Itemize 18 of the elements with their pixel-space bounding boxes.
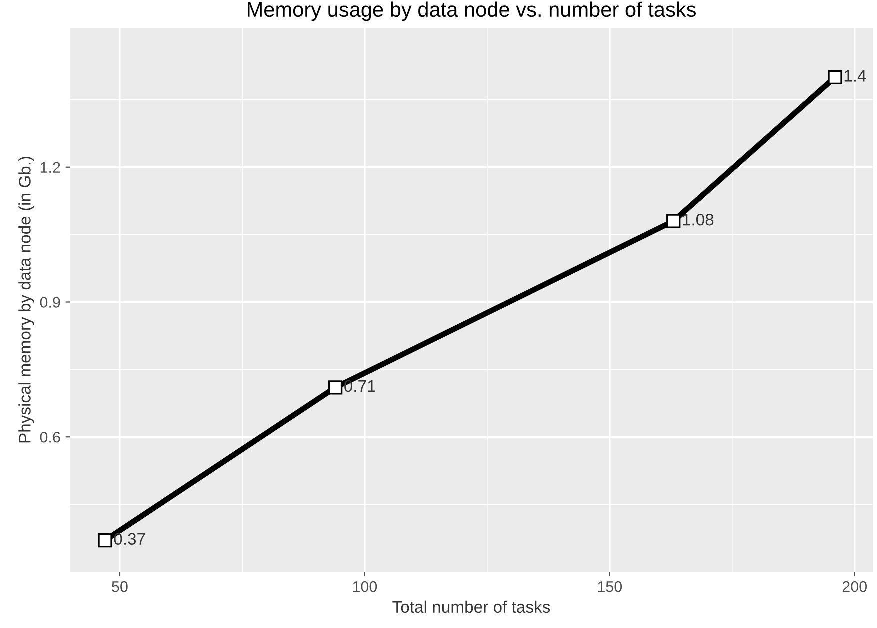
chart-title: Memory usage by data node vs. number of tasks	[248, 2, 696, 22]
data-label: 0.37	[114, 533, 146, 546]
point	[98, 533, 112, 548]
data-label: 1.08	[683, 214, 714, 226]
x-axis-title: Total number of tasks	[392, 600, 550, 614]
y-tick-label: 0.9	[40, 297, 60, 308]
y-tick-label: 1.2	[40, 162, 60, 173]
point	[666, 214, 681, 228]
data-label: 0.71	[344, 380, 376, 392]
x-tick-label: 150	[598, 581, 622, 592]
y-tick-label: 0.6	[40, 432, 60, 443]
data-label: 1.4	[844, 70, 866, 82]
point	[328, 380, 343, 395]
x-tick-label: 200	[842, 581, 868, 592]
point	[828, 70, 842, 85]
x-tick-label: 100	[353, 581, 378, 592]
x-tick-label: 50	[112, 581, 128, 592]
y-axis-title: Physical memory by data node (in Gb.)	[18, 156, 34, 443]
